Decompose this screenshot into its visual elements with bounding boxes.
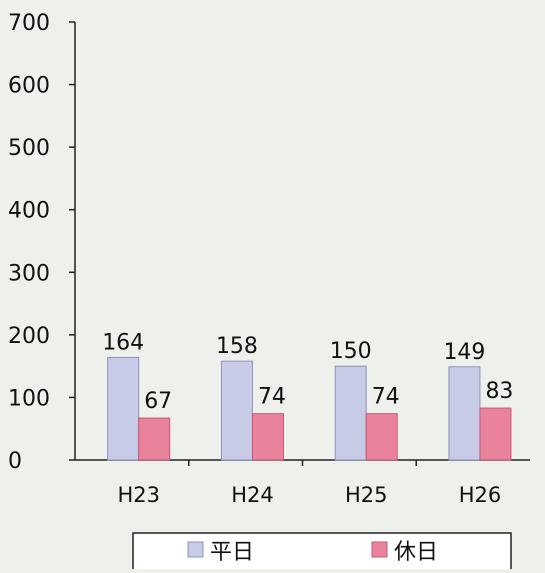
x-tick-label: H26	[459, 483, 502, 507]
bar-kyujitsu-H26	[479, 407, 512, 461]
data-label: 74	[258, 385, 286, 410]
bars	[107, 356, 512, 461]
bar-heijitsu-H25	[334, 365, 367, 461]
data-label: 83	[485, 379, 513, 404]
y-tick-label: 300	[8, 261, 50, 286]
data-label: 150	[330, 339, 372, 364]
labels: 0 100 200 300 400 500 600 700 164 67 H23 158 74 H24 15…	[8, 11, 513, 507]
legend-swatch	[187, 541, 204, 558]
data-label: 67	[144, 389, 172, 414]
bar-heijitsu-H26	[448, 366, 481, 461]
x-tick-label: H25	[345, 483, 388, 507]
bar-kyujitsu-H24	[251, 413, 284, 461]
data-label: 158	[216, 334, 258, 359]
legend-label: 平日	[210, 540, 254, 565]
y-tick-label: 100	[8, 386, 50, 411]
y-tick-label: 700	[8, 11, 50, 36]
y-tick-label: 600	[8, 74, 50, 99]
y-tick-label: 400	[8, 199, 50, 224]
bar-heijitsu-H24	[220, 360, 253, 461]
bar-kyujitsu-H23	[138, 417, 171, 461]
bar-heijitsu-H23	[107, 356, 140, 461]
y-tick-label: 0	[8, 449, 22, 474]
x-tick-label: H24	[231, 483, 274, 507]
y-tick-label: 200	[8, 324, 50, 349]
legend-label: 休日	[394, 540, 438, 565]
data-label: 149	[443, 340, 485, 365]
legend-swatch	[371, 541, 388, 558]
bar-kyujitsu-H25	[365, 413, 398, 461]
y-tick-label: 500	[8, 136, 50, 161]
data-label: 164	[102, 330, 144, 355]
legend: 平日 休日	[132, 532, 512, 573]
data-label: 74	[372, 385, 400, 410]
x-tick-label: H23	[117, 483, 160, 507]
